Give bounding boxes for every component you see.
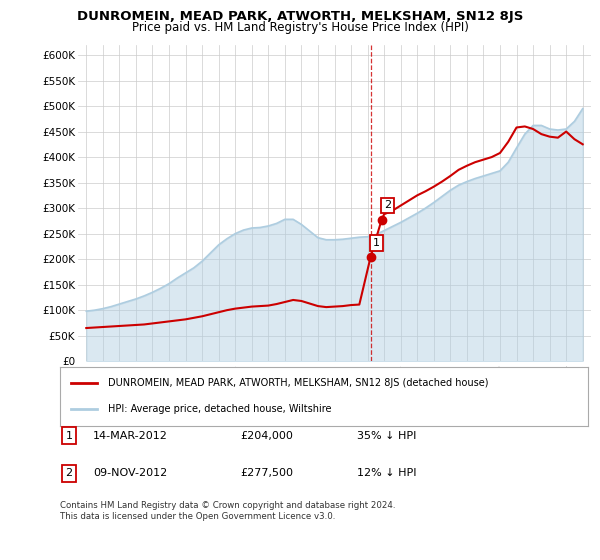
Text: 14-MAR-2012: 14-MAR-2012 [93, 431, 168, 441]
Text: 1: 1 [65, 431, 73, 441]
Text: 2: 2 [65, 468, 73, 478]
Text: DUNROMEIN, MEAD PARK, ATWORTH, MELKSHAM, SN12 8JS: DUNROMEIN, MEAD PARK, ATWORTH, MELKSHAM,… [77, 10, 523, 22]
Text: Contains HM Land Registry data © Crown copyright and database right 2024.
This d: Contains HM Land Registry data © Crown c… [60, 501, 395, 521]
Text: 09-NOV-2012: 09-NOV-2012 [93, 468, 167, 478]
Text: 2: 2 [384, 200, 391, 211]
Text: 35% ↓ HPI: 35% ↓ HPI [357, 431, 416, 441]
Text: DUNROMEIN, MEAD PARK, ATWORTH, MELKSHAM, SN12 8JS (detached house): DUNROMEIN, MEAD PARK, ATWORTH, MELKSHAM,… [107, 378, 488, 388]
Text: £277,500: £277,500 [240, 468, 293, 478]
Text: Price paid vs. HM Land Registry's House Price Index (HPI): Price paid vs. HM Land Registry's House … [131, 21, 469, 34]
Text: 12% ↓ HPI: 12% ↓ HPI [357, 468, 416, 478]
Text: HPI: Average price, detached house, Wiltshire: HPI: Average price, detached house, Wilt… [107, 404, 331, 414]
Text: £204,000: £204,000 [240, 431, 293, 441]
Text: 1: 1 [373, 238, 380, 248]
